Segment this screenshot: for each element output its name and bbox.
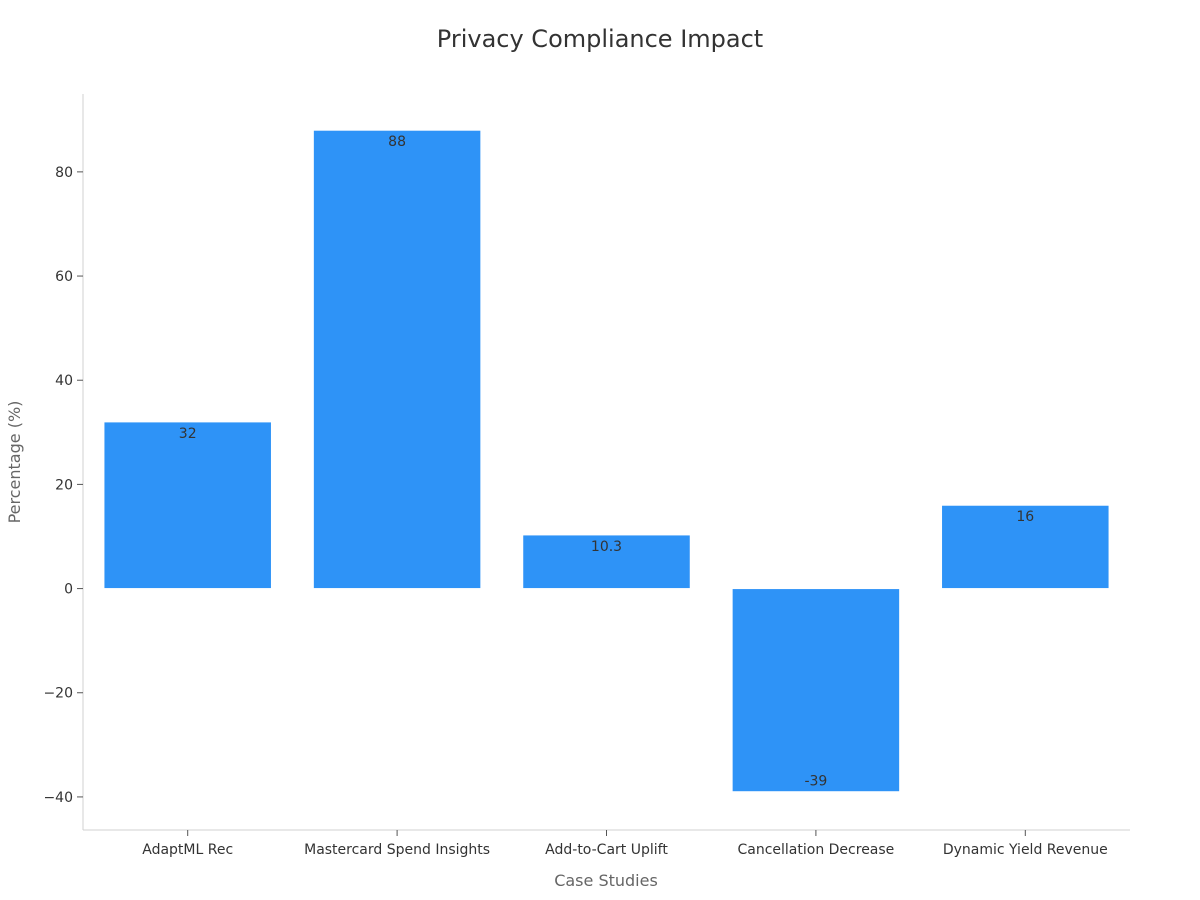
x-tick-label: AdaptML Rec — [142, 842, 233, 858]
x-tick-label: Add-to-Cart Uplift — [545, 842, 668, 858]
bar-value-label: 32 — [179, 426, 197, 442]
y-tick-label: 60 — [55, 269, 73, 285]
bar-value-labels: 32 88 10.3 -39 16 — [179, 134, 1035, 790]
y-tick-label: −40 — [43, 790, 73, 806]
y-tick-label: 80 — [55, 165, 73, 181]
bars — [103, 129, 1110, 793]
bar-value-label: 16 — [1016, 509, 1034, 525]
x-axis-title: Case Studies — [554, 871, 658, 890]
bar-value-label: 10.3 — [591, 539, 622, 555]
bar — [103, 421, 272, 590]
x-tick-label: Cancellation Decrease — [737, 842, 894, 858]
y-tick-label: 0 — [64, 582, 73, 598]
chart-title: Privacy Compliance Impact — [437, 25, 763, 53]
bar — [522, 534, 691, 590]
y-axis-title: Percentage (%) — [5, 401, 24, 524]
y-tick-label: −20 — [43, 686, 73, 702]
y-axis-ticks: −40 −20 0 20 40 60 80 — [43, 165, 83, 806]
y-tick-label: 40 — [55, 373, 73, 389]
bar — [731, 588, 901, 793]
x-tick-label: Mastercard Spend Insights — [304, 842, 490, 858]
bar — [312, 129, 482, 590]
x-tick-label: Dynamic Yield Revenue — [943, 842, 1108, 858]
bar-value-label: 88 — [388, 134, 406, 150]
y-tick-label: 20 — [55, 477, 73, 493]
bar — [941, 504, 1110, 590]
bar-value-label: -39 — [804, 774, 827, 790]
x-axis-ticks: AdaptML Rec Mastercard Spend Insights Add-… — [142, 830, 1108, 858]
plot-area: 32 88 10.3 -39 16 −40 −20 0 20 40 60 80 AdaptML Re… — [43, 94, 1130, 858]
